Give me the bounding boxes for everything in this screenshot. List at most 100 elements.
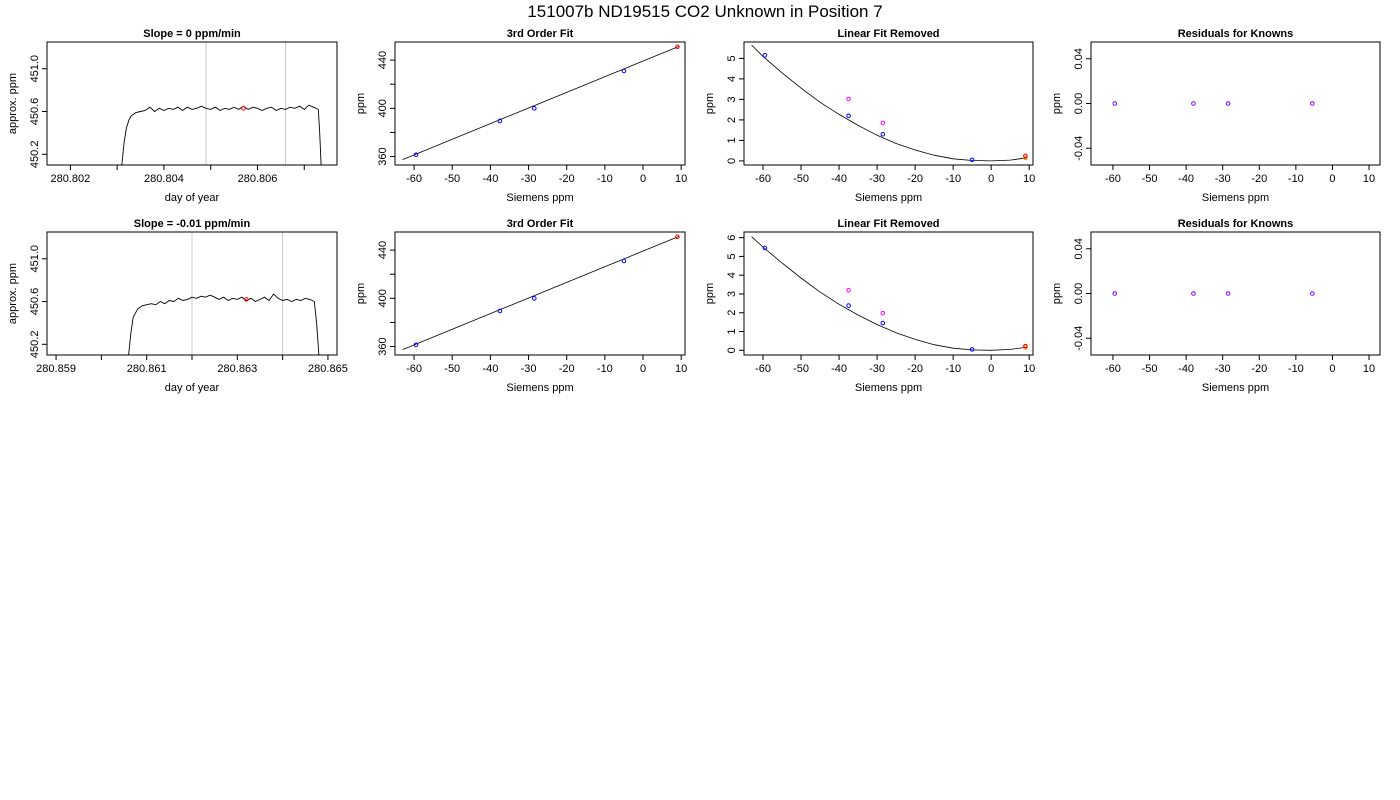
y-tick-label: 400: [377, 99, 389, 117]
y-tick-label: 440: [377, 51, 389, 69]
x-tick-label: -30: [1215, 173, 1231, 185]
data-point: [413, 152, 419, 158]
panel-8: Residuals for Knowns -60 -50 -40 -30 -20 -10 0 1…: [1051, 218, 1381, 394]
x-tick-label: -10: [597, 363, 613, 375]
data-point: [846, 96, 851, 102]
data-point: [846, 303, 851, 308]
y-tick-label: 440: [377, 241, 389, 259]
x-tick-label: -40: [482, 363, 498, 375]
x-axis-label: Siemens ppm: [855, 192, 922, 204]
data-point: [621, 68, 627, 74]
x-tick-label: -60: [406, 363, 422, 375]
x-axis-label: day of year: [165, 382, 220, 394]
x-tick-label: -40: [482, 173, 498, 185]
data-point: [969, 347, 975, 352]
y-axis-label: ppm: [704, 283, 716, 304]
x-tick-label: -10: [1288, 363, 1304, 375]
x-tick-label: -50: [793, 173, 809, 185]
x-tick-label: -60: [755, 173, 771, 185]
data-point: [1023, 155, 1028, 161]
panel-title: Slope = -0.01 ppm/min: [134, 218, 251, 230]
data-point: [1112, 291, 1118, 296]
data-point: [1191, 291, 1196, 296]
x-tick-label: -50: [444, 173, 460, 185]
y-tick-label: 400: [377, 289, 389, 307]
y-tick-label: 5: [726, 55, 738, 61]
y-tick-label: 1: [726, 137, 738, 143]
y-tick-label: 6: [726, 235, 738, 241]
x-tick-label: -60: [1105, 173, 1121, 185]
data-point: [846, 287, 851, 293]
x-tick-label: -60: [1105, 363, 1121, 375]
x-tick-label: -10: [1288, 173, 1304, 185]
x-tick-label: -20: [559, 363, 575, 375]
x-tick-label: -30: [869, 173, 885, 185]
y-tick-label: 451.0: [29, 245, 41, 273]
data-point: [880, 310, 886, 316]
x-tick-label: -10: [945, 363, 961, 375]
x-tick-label: -30: [521, 173, 537, 185]
x-tick-label: -50: [1142, 173, 1158, 185]
plot-frame: [394, 231, 686, 356]
y-tick-label: 450.6: [29, 98, 41, 126]
x-tick-label: -10: [597, 173, 613, 185]
x-tick-label: 0: [1329, 173, 1335, 185]
panel-title: Linear Fit Removed: [837, 28, 939, 40]
fit-curve: [751, 236, 1028, 351]
x-axis-label: day of year: [165, 192, 220, 204]
x-tick-label: -50: [1142, 363, 1158, 375]
panel-3: Linear Fit Removed -60 -50 -40 -30 -20 -10 0 10 0…: [704, 28, 1035, 204]
panel-5: Slope = -0.01 ppm/min 280.859 280.861 280.8…: [7, 218, 348, 394]
y-tick-label: 450.2: [29, 331, 41, 359]
data-point: [1225, 291, 1231, 296]
data-point: [1310, 291, 1315, 296]
x-tick-label: -20: [1251, 363, 1267, 375]
data-point: [1191, 101, 1196, 106]
panel-title: 3rd Order Fit: [507, 28, 574, 40]
y-axis-label: ppm: [355, 93, 367, 114]
y-tick-label: 450.2: [29, 141, 41, 169]
y-tick-label: 0.00: [1073, 283, 1085, 304]
x-tick-label: -20: [1251, 173, 1267, 185]
x-tick-label: -60: [755, 363, 771, 375]
figure-title: 151007b ND19515 CO2 Unknown in Position …: [527, 2, 882, 21]
panel-6: 3rd Order Fit -60 -50 -40 -30 -20 -10 0 10 360 400…: [355, 218, 687, 394]
x-tick-label: -40: [831, 363, 847, 375]
data-point: [244, 297, 249, 302]
x-axis-label: Siemens ppm: [506, 192, 573, 204]
x-axis-label: Siemens ppm: [1202, 192, 1269, 204]
y-tick-label: 0.04: [1073, 48, 1085, 69]
data-point: [413, 342, 419, 348]
x-tick-label: -20: [559, 173, 575, 185]
y-tick-label: 5: [726, 253, 738, 259]
data-point: [1023, 153, 1028, 159]
y-tick-label: 0: [726, 347, 738, 353]
x-tick-label: 280.863: [217, 363, 257, 375]
series-line: [128, 293, 320, 355]
y-axis-label: ppm: [355, 283, 367, 304]
fit-curve: [402, 45, 680, 160]
data-point: [880, 131, 886, 137]
x-tick-label: -20: [907, 173, 923, 185]
x-tick-label: 0: [640, 363, 646, 375]
y-axis-label: approx. ppm: [7, 73, 19, 134]
data-point: [497, 308, 503, 314]
data-point: [880, 320, 886, 326]
panel-1: Slope = 0 ppm/min 280.802 280.804 280.806 45…: [7, 28, 338, 204]
panel-2: 3rd Order Fit -60 -50 -40 -30 -20 -10 0 10 360 400…: [355, 28, 687, 204]
panel-title: Slope = 0 ppm/min: [143, 28, 241, 40]
panel-4: Residuals for Knowns -60 -50 -40 -30 -20 -10 0 1…: [1051, 28, 1381, 204]
x-tick-label: 280.806: [238, 173, 278, 185]
data-point: [531, 296, 537, 301]
data-point: [969, 157, 975, 163]
y-tick-label: 2: [726, 117, 738, 123]
panel-title: Linear Fit Removed: [837, 218, 939, 230]
y-tick-label: 360: [377, 337, 389, 355]
data-point: [675, 234, 680, 240]
y-tick-label: 450.6: [29, 288, 41, 316]
y-tick-label: 0.04: [1073, 238, 1085, 259]
data-point: [1310, 101, 1315, 106]
y-axis-label: ppm: [1051, 283, 1063, 304]
panel-title: Residuals for Knowns: [1178, 28, 1294, 40]
